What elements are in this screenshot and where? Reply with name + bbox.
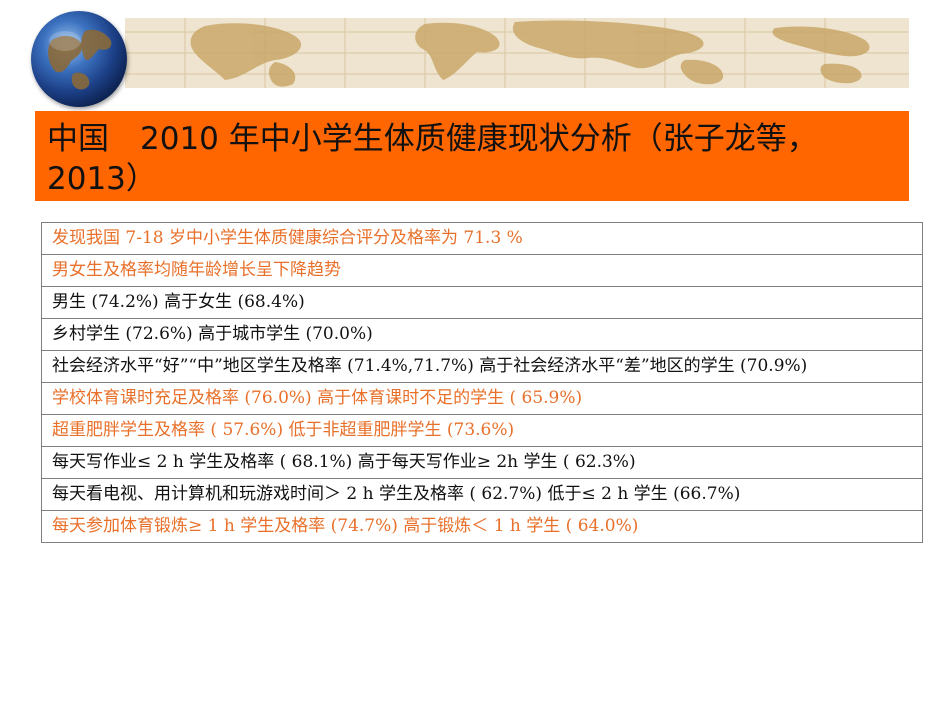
globe-icon <box>31 11 127 107</box>
slide-title: 中国 2010 年中小学生体质健康现状分析（张子龙等，2013） <box>47 121 818 197</box>
table-cell: 每天写作业≤ 2 h 学生及格率 ( 68.1%) 高于每天写作业≥ 2h 学生… <box>41 446 923 479</box>
row-text: 学校体育课时充足及格率 (76.0%) 高于体育课时不足的学生 ( 65.9%) <box>52 388 583 408</box>
title-bar: 中国 2010 年中小学生体质健康现状分析（张子龙等，2013） <box>35 111 909 201</box>
table-cell: 乡村学生 (72.6%) 高于城市学生 (70.0%) <box>41 318 923 351</box>
table-cell: 超重肥胖学生及格率 ( 57.6%) 低于非超重肥胖学生 (73.6%) <box>41 414 923 447</box>
table-row: 乡村学生 (72.6%) 高于城市学生 (70.0%) <box>41 318 923 351</box>
table-cell: 每天看电视、用计算机和玩游戏时间＞ 2 h 学生及格率 ( 62.7%) 低于≤… <box>41 478 923 511</box>
table-cell: 社会经济水平“好”“中”地区学生及格率 (71.4%,71.7%) 高于社会经济… <box>41 350 923 383</box>
row-text: 每天参加体育锻炼≥ 1 h 学生及格率 (74.7%) 高于锻炼＜ 1 h 学生… <box>52 516 639 536</box>
table-row: 男女生及格率均随年龄增长呈下降趋势 <box>41 254 923 287</box>
table-cell: 学校体育课时充足及格率 (76.0%) 高于体育课时不足的学生 ( 65.9%) <box>41 382 923 415</box>
table-row: 男生 (74.2%) 高于女生 (68.4%) <box>41 286 923 319</box>
row-text: 男女生及格率均随年龄增长呈下降趋势 <box>52 260 341 280</box>
table-cell: 男女生及格率均随年龄增长呈下降趋势 <box>41 254 923 287</box>
table-row: 社会经济水平“好”“中”地区学生及格率 (71.4%,71.7%) 高于社会经济… <box>41 350 923 383</box>
row-text: 乡村学生 (72.6%) 高于城市学生 (70.0%) <box>52 324 373 344</box>
row-text: 每天看电视、用计算机和玩游戏时间＞ 2 h 学生及格率 ( 62.7%) 低于≤… <box>52 484 741 504</box>
table-row: 每天看电视、用计算机和玩游戏时间＞ 2 h 学生及格率 ( 62.7%) 低于≤… <box>41 478 923 511</box>
world-map-banner <box>125 18 909 88</box>
row-text: 每天写作业≤ 2 h 学生及格率 ( 68.1%) 高于每天写作业≥ 2h 学生… <box>52 452 636 472</box>
table-cell: 每天参加体育锻炼≥ 1 h 学生及格率 (74.7%) 高于锻炼＜ 1 h 学生… <box>41 510 923 543</box>
row-text: 男生 (74.2%) 高于女生 (68.4%) <box>52 292 305 312</box>
table-row: 发现我国 7-18 岁中小学生体质健康综合评分及格率为 71.3 % <box>41 222 923 255</box>
row-text: 超重肥胖学生及格率 ( 57.6%) 低于非超重肥胖学生 (73.6%) <box>52 420 515 440</box>
table-row: 每天参加体育锻炼≥ 1 h 学生及格率 (74.7%) 高于锻炼＜ 1 h 学生… <box>41 510 923 543</box>
table-row: 学校体育课时充足及格率 (76.0%) 高于体育课时不足的学生 ( 65.9%) <box>41 382 923 415</box>
table-cell: 发现我国 7-18 岁中小学生体质健康综合评分及格率为 71.3 % <box>41 222 923 255</box>
row-text: 社会经济水平“好”“中”地区学生及格率 (71.4%,71.7%) 高于社会经济… <box>52 356 808 376</box>
table-row: 每天写作业≤ 2 h 学生及格率 ( 68.1%) 高于每天写作业≥ 2h 学生… <box>41 446 923 479</box>
findings-table: 发现我国 7-18 岁中小学生体质健康综合评分及格率为 71.3 % 男女生及格… <box>41 222 923 543</box>
table-cell: 男生 (74.2%) 高于女生 (68.4%) <box>41 286 923 319</box>
table-row: 超重肥胖学生及格率 ( 57.6%) 低于非超重肥胖学生 (73.6%) <box>41 414 923 447</box>
row-text: 发现我国 7-18 岁中小学生体质健康综合评分及格率为 71.3 % <box>52 228 523 248</box>
